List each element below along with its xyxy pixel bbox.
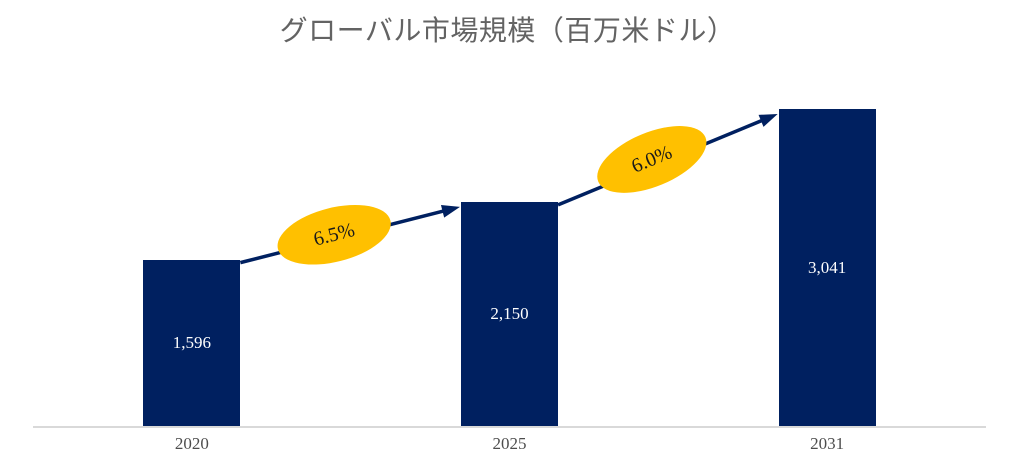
x-axis-label-2031: 2031 bbox=[810, 434, 845, 453]
trend-arrowhead-0 bbox=[440, 205, 460, 218]
x-axis-label-2025: 2025 bbox=[492, 434, 527, 453]
bar-2025: 2,150 bbox=[461, 201, 558, 426]
bar-value-label-2020: 1,596 bbox=[172, 332, 211, 352]
trend-arrowhead-1 bbox=[758, 114, 778, 127]
bar-2031: 3,041 bbox=[778, 109, 876, 426]
growth-rate-label-1: 6.0% bbox=[628, 141, 675, 177]
x-axis-label-2020: 2020 bbox=[174, 434, 209, 453]
trend-arrow-line-0 bbox=[239, 206, 455, 265]
growth-rate-label-0: 6.5% bbox=[311, 219, 357, 251]
bar-2020: 1,596 bbox=[143, 259, 241, 426]
bar-value-label-2025: 2,150 bbox=[490, 303, 529, 323]
trend-arrow-line-1 bbox=[557, 114, 773, 207]
bar-value-label-2031: 3,041 bbox=[808, 257, 847, 277]
growth-ellipse-0 bbox=[277, 204, 391, 265]
growth-ellipse-1 bbox=[597, 126, 707, 193]
x-axis-line bbox=[33, 426, 986, 428]
chart-title: グローバル市場規模（百万米ドル） bbox=[279, 16, 736, 47]
